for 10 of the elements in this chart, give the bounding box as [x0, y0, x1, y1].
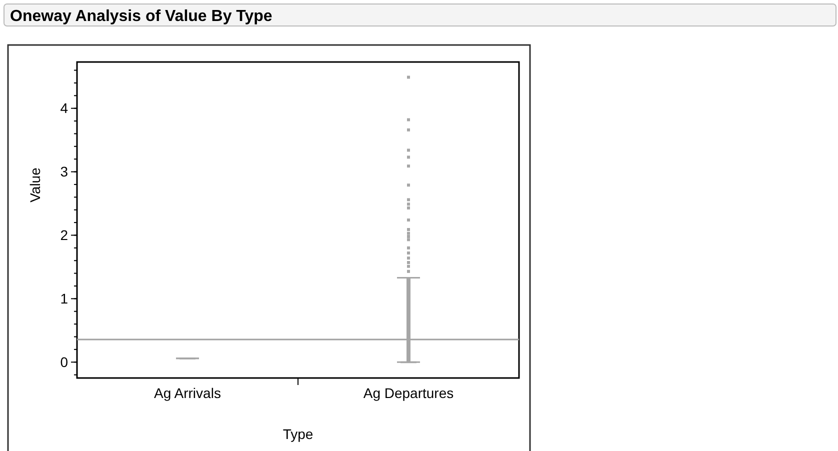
y-tick-label: 3 — [60, 164, 68, 180]
y-tick-label: 2 — [60, 227, 68, 244]
y-tick-label: 4 — [60, 100, 68, 116]
y-tick-label: 1 — [60, 290, 68, 307]
chart-title: Oneway Analysis of Value By Type — [10, 8, 272, 25]
y-tick-label: 0 — [60, 354, 68, 370]
x-tick-label: Ag Arrivals — [154, 385, 221, 401]
x-tick-label: Ag Departures — [363, 385, 454, 401]
x-axis-title: Type — [282, 426, 314, 442]
y-axis-title: Value — [27, 167, 43, 202]
